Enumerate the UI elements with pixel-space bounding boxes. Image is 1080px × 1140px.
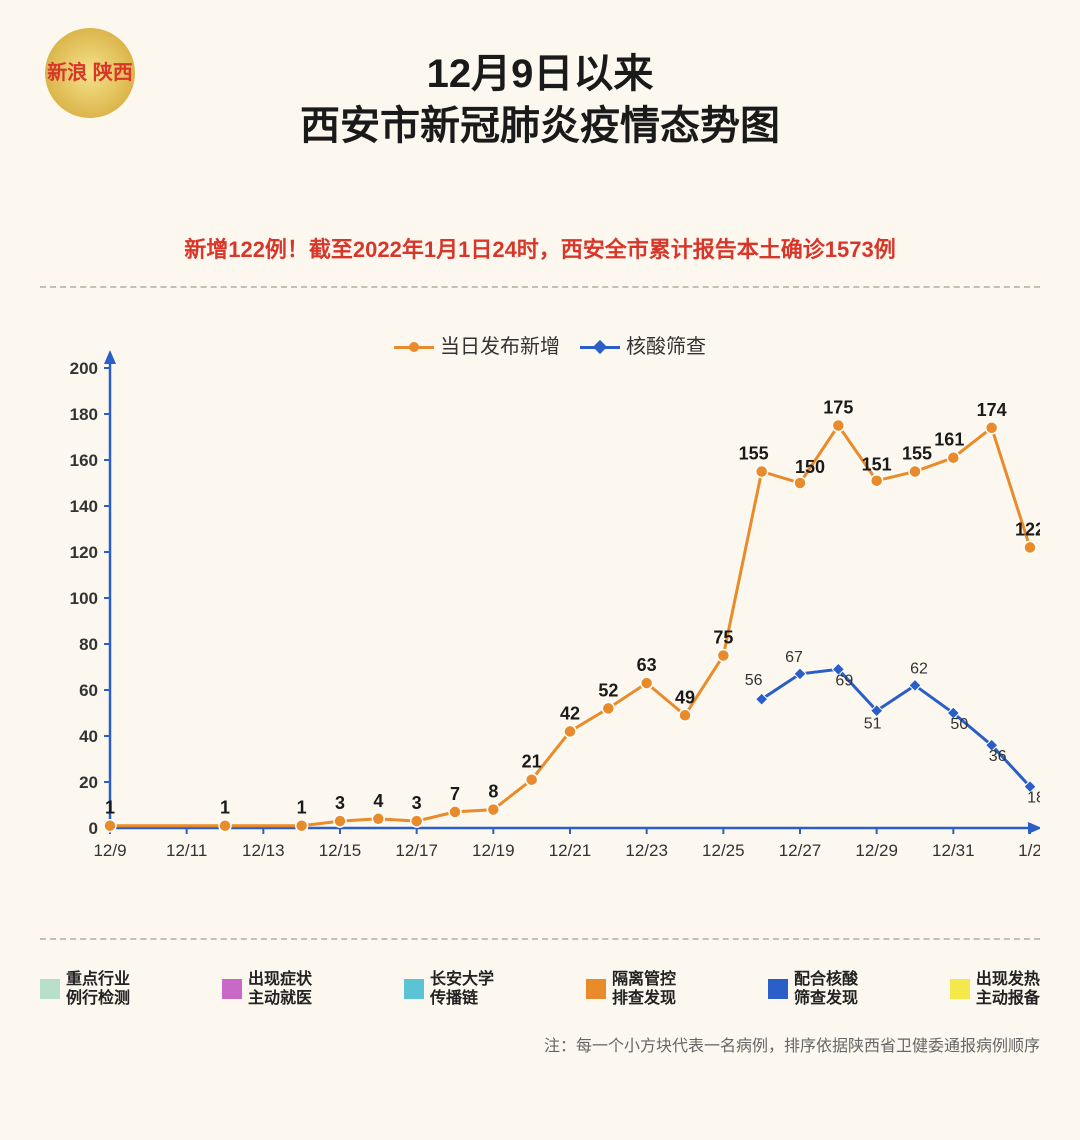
svg-text:200: 200 xyxy=(70,359,98,378)
legend-swatch xyxy=(768,979,788,999)
chart-legend-top: 当日发布新增核酸筛查 xyxy=(40,330,1040,359)
svg-text:1/2: 1/2 xyxy=(1018,841,1040,860)
svg-text:21: 21 xyxy=(522,752,542,772)
svg-text:56: 56 xyxy=(745,672,763,689)
legend-label: 配合核酸 筛查发现 xyxy=(794,970,858,1008)
legend-label: 长安大学 传播链 xyxy=(430,970,494,1008)
svg-text:160: 160 xyxy=(70,451,98,470)
svg-text:3: 3 xyxy=(412,793,422,813)
svg-text:1: 1 xyxy=(105,798,115,818)
svg-text:12/11: 12/11 xyxy=(166,841,207,860)
svg-text:150: 150 xyxy=(795,457,825,477)
svg-text:174: 174 xyxy=(977,400,1007,420)
svg-text:67: 67 xyxy=(785,649,803,666)
title-block: 12月9日以来 西安市新冠肺炎疫情态势图 xyxy=(0,0,1080,152)
svg-text:3: 3 xyxy=(335,793,345,813)
svg-text:122: 122 xyxy=(1015,519,1040,539)
svg-text:12/9: 12/9 xyxy=(93,841,126,860)
svg-text:69: 69 xyxy=(835,672,853,689)
svg-text:40: 40 xyxy=(79,727,98,746)
svg-text:20: 20 xyxy=(79,773,98,792)
svg-text:49: 49 xyxy=(675,687,695,707)
svg-text:36: 36 xyxy=(989,748,1007,765)
svg-text:12/21: 12/21 xyxy=(549,841,592,860)
svg-text:12/31: 12/31 xyxy=(932,841,975,860)
svg-text:50: 50 xyxy=(950,716,968,733)
source-logo: 新浪 陕西 xyxy=(45,28,135,118)
bottom-legend: 重点行业 例行检测 出现症状 主动就医 长安大学 传播链 隔离管控 排查发现 配… xyxy=(40,970,1040,1008)
svg-text:0: 0 xyxy=(89,819,98,838)
legend-label: 出现发热 主动报备 xyxy=(976,970,1040,1008)
line-chart: 0 20 40 60 80 100 120 140 160 180 200 12/9 12/11 12/1… xyxy=(40,318,1040,898)
title-line-1: 12月9日以来 xyxy=(0,48,1080,100)
legend-label: 隔离管控 排查发现 xyxy=(612,970,676,1008)
logo-text: 新浪 陕西 xyxy=(47,62,133,84)
svg-text:12/25: 12/25 xyxy=(702,841,745,860)
svg-text:12/29: 12/29 xyxy=(855,841,898,860)
legend-item: 重点行业 例行检测 xyxy=(40,970,130,1008)
svg-text:12/19: 12/19 xyxy=(472,841,515,860)
svg-text:1: 1 xyxy=(297,798,307,818)
svg-text:63: 63 xyxy=(637,655,657,675)
svg-text:12/15: 12/15 xyxy=(319,841,362,860)
svg-text:60: 60 xyxy=(79,681,98,700)
chart-svg: 0 20 40 60 80 100 120 140 160 180 200 12/9 12/11 12/1… xyxy=(40,318,1040,898)
legend-item: 出现症状 主动就医 xyxy=(222,970,312,1008)
svg-text:7: 7 xyxy=(450,784,460,804)
svg-text:51: 51 xyxy=(864,716,882,733)
svg-text:140: 140 xyxy=(70,497,98,516)
divider-bottom xyxy=(40,938,1040,940)
svg-text:12/13: 12/13 xyxy=(242,841,285,860)
divider-top xyxy=(40,286,1040,288)
svg-text:12/17: 12/17 xyxy=(395,841,438,860)
svg-text:180: 180 xyxy=(70,405,98,424)
footnote-text: 注：每一个小方块代表一名病例，排序依据陕西省卫健委通报病例顺序 xyxy=(0,1032,1040,1056)
subtitle-text: 新增122例！截至2022年1月1日24时，西安全市累计报告本土确诊1573例 xyxy=(0,232,1080,264)
svg-text:161: 161 xyxy=(934,430,964,450)
svg-text:100: 100 xyxy=(70,589,98,608)
legend-item: 出现发热 主动报备 xyxy=(950,970,1040,1008)
title-line-2: 西安市新冠肺炎疫情态势图 xyxy=(0,100,1080,152)
legend-swatch xyxy=(586,979,606,999)
svg-text:155: 155 xyxy=(739,444,769,464)
svg-text:120: 120 xyxy=(70,543,98,562)
svg-text:155: 155 xyxy=(902,444,932,464)
svg-text:1: 1 xyxy=(220,798,230,818)
svg-text:175: 175 xyxy=(823,398,853,418)
legend-item: 长安大学 传播链 xyxy=(404,970,494,1008)
legend-item: 配合核酸 筛查发现 xyxy=(768,970,858,1008)
legend-swatch xyxy=(40,979,60,999)
svg-text:4: 4 xyxy=(373,791,383,811)
svg-text:12/23: 12/23 xyxy=(625,841,668,860)
legend-swatch xyxy=(950,979,970,999)
svg-text:62: 62 xyxy=(910,660,928,677)
svg-text:18: 18 xyxy=(1027,790,1040,807)
svg-text:151: 151 xyxy=(862,455,892,475)
svg-text:75: 75 xyxy=(713,628,733,648)
svg-text:8: 8 xyxy=(488,782,498,802)
svg-text:42: 42 xyxy=(560,703,580,723)
legend-label: 重点行业 例行检测 xyxy=(66,970,130,1008)
svg-text:80: 80 xyxy=(79,635,98,654)
legend-label: 出现症状 主动就医 xyxy=(248,970,312,1008)
legend-swatch xyxy=(222,979,242,999)
legend-swatch xyxy=(404,979,424,999)
svg-text:52: 52 xyxy=(598,680,618,700)
legend-item: 隔离管控 排查发现 xyxy=(586,970,676,1008)
svg-text:12/27: 12/27 xyxy=(779,841,822,860)
